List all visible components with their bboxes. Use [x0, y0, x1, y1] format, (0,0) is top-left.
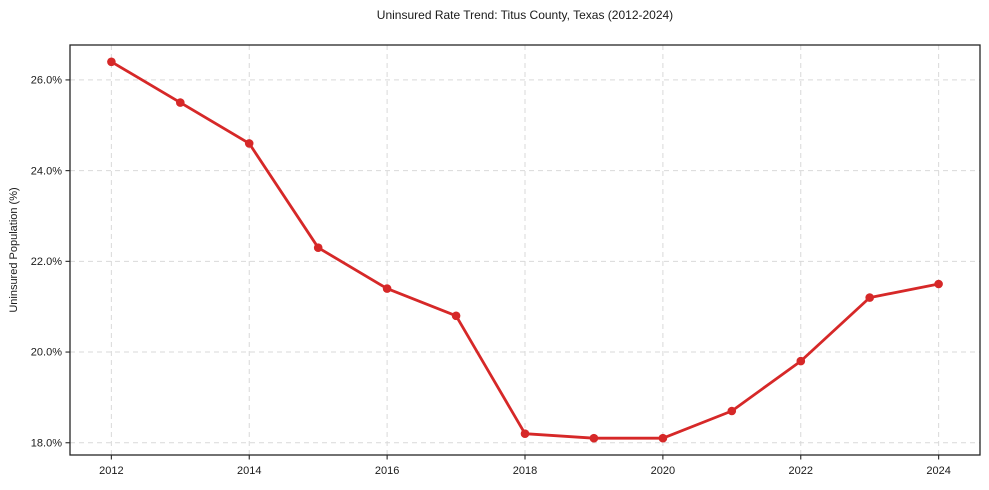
x-tick-label: 2014 [237, 465, 261, 477]
x-tick-label: 2012 [99, 465, 123, 477]
data-point-2016 [382, 284, 392, 293]
plot-border [69, 44, 981, 456]
data-point-2019 [589, 433, 599, 443]
x-tick-label: 2018 [513, 465, 537, 477]
data-point-2014 [244, 139, 254, 148]
data-point-2017 [451, 311, 461, 321]
x-tick-label: 2016 [375, 465, 399, 477]
data-point-2013 [176, 98, 185, 107]
x-tick-label: 2020 [651, 465, 675, 477]
x-tick-label: 2022 [789, 465, 813, 477]
y-tick-label: 22.0% [31, 256, 62, 268]
data-point-2021 [727, 406, 737, 416]
y-tick-label: 24.0% [31, 165, 62, 177]
data-point-2023 [865, 293, 874, 302]
data-point-2024 [934, 279, 943, 289]
x-tick-label: 2024 [926, 465, 950, 477]
data-point-2012 [107, 57, 116, 67]
y-tick-label: 20.0% [31, 347, 62, 359]
y-tick-label: 26.0% [31, 75, 62, 87]
data-point-2018 [520, 429, 530, 439]
data-point-2020 [658, 433, 668, 443]
data-point-2022 [796, 356, 806, 366]
y-tick-label: 18.0% [31, 437, 62, 449]
data-point-2015 [313, 243, 323, 252]
chart-title: Uninsured Rate Trend: Titus County, Texa… [376, 8, 674, 22]
